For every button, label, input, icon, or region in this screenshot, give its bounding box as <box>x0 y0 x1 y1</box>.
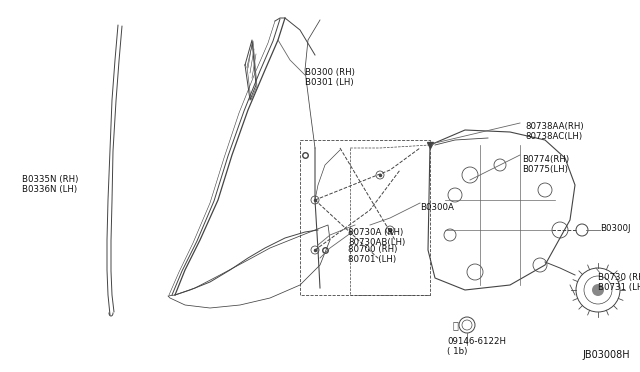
Text: B0300 (RH)
B0301 (LH): B0300 (RH) B0301 (LH) <box>305 68 355 87</box>
Circle shape <box>592 284 604 296</box>
Text: B0300A: B0300A <box>420 203 454 212</box>
Text: JB03008H: JB03008H <box>582 350 630 360</box>
Text: B0300J: B0300J <box>600 224 630 233</box>
Text: Ⓑ: Ⓑ <box>452 320 458 330</box>
Text: 80738AA(RH)
80738AC(LH): 80738AA(RH) 80738AC(LH) <box>525 122 584 141</box>
Text: B0774(RH)
B0775(LH): B0774(RH) B0775(LH) <box>522 155 569 174</box>
Text: 80700 (RH)
80701 (LH): 80700 (RH) 80701 (LH) <box>348 245 397 264</box>
Text: B0335N (RH)
B0336N (LH): B0335N (RH) B0336N (LH) <box>22 175 78 195</box>
Text: 09146-6122H
( 1b): 09146-6122H ( 1b) <box>447 337 506 356</box>
Text: B0730 (RH)
B0731 (LH): B0730 (RH) B0731 (LH) <box>598 273 640 292</box>
Text: 80730A (RH)
80730AB(LH): 80730A (RH) 80730AB(LH) <box>348 228 405 247</box>
